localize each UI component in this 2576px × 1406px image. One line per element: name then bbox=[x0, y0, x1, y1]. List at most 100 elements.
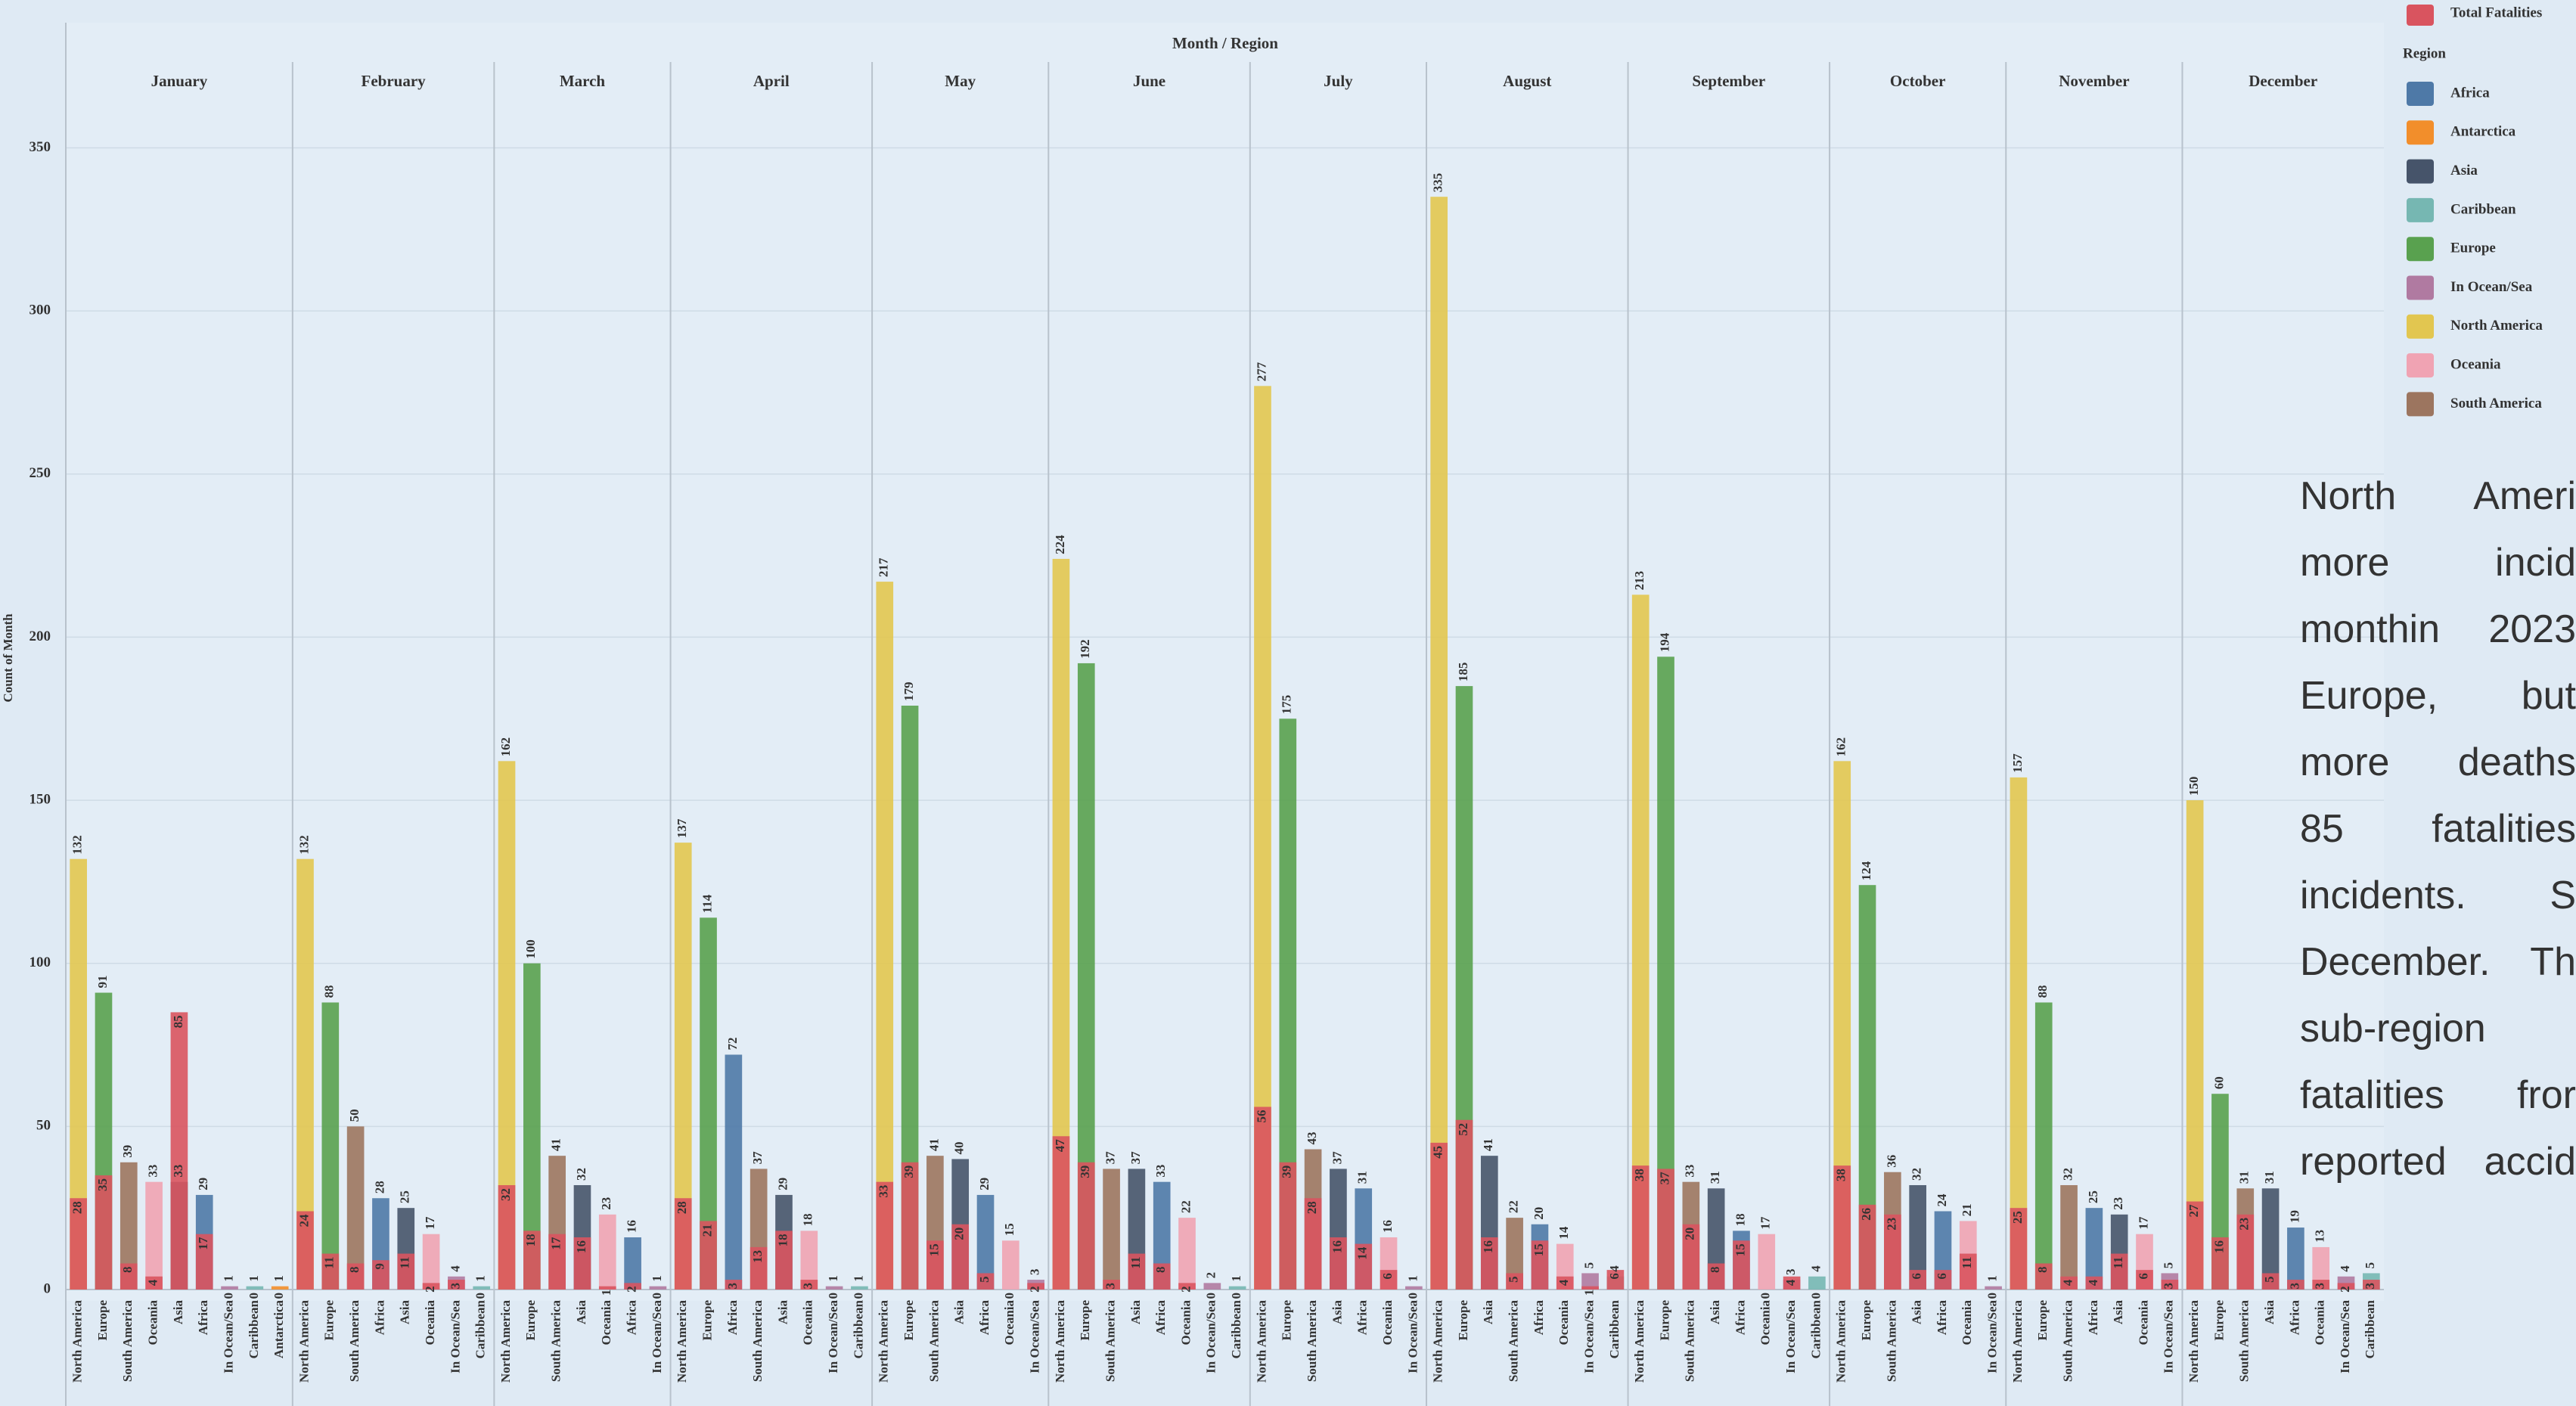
count-label: 16 bbox=[624, 1220, 638, 1233]
fatality-label: 16 bbox=[1330, 1240, 1344, 1253]
fatality-label: 27 bbox=[2186, 1204, 2201, 1218]
x-tick-label: Africa bbox=[2287, 1300, 2301, 1336]
fatality-label: 5 bbox=[1507, 1276, 1521, 1283]
region-bar bbox=[1631, 594, 1650, 1290]
legend-label: Total Fatalities bbox=[2450, 5, 2542, 20]
count-label: 18 bbox=[1733, 1213, 1747, 1226]
y-tick-label: 350 bbox=[29, 139, 51, 155]
y-tick-label: 0 bbox=[44, 1280, 51, 1296]
month-label: January bbox=[151, 72, 208, 90]
month-label: November bbox=[2059, 72, 2129, 90]
count-label: 33 bbox=[146, 1165, 160, 1178]
fatality-label: 1 bbox=[599, 1290, 613, 1296]
count-label: 2 bbox=[1204, 1272, 1218, 1279]
x-tick-label: In Ocean/Sea bbox=[2162, 1300, 2176, 1373]
count-label: 28 bbox=[372, 1181, 386, 1193]
fatality-bar bbox=[624, 1283, 641, 1290]
fatality-label: 16 bbox=[2211, 1240, 2226, 1253]
x-tick-label: Caribbean bbox=[851, 1299, 865, 1358]
fatality-bar bbox=[1556, 1276, 1574, 1290]
count-label: 88 bbox=[2035, 985, 2050, 998]
region-bar bbox=[2261, 1188, 2280, 1290]
count-label: 31 bbox=[1708, 1171, 1722, 1184]
fatality-bar bbox=[195, 1234, 213, 1290]
count-label: 36 bbox=[1884, 1155, 1898, 1168]
text-line: incidents. S bbox=[2300, 874, 2576, 917]
fatality-label: 5 bbox=[977, 1276, 992, 1283]
x-tick-label: Europe bbox=[1078, 1300, 1092, 1341]
x-tick-label: Africa bbox=[1532, 1300, 1546, 1336]
fatality-bar bbox=[372, 1260, 390, 1290]
x-tick-label: Europe bbox=[1657, 1300, 1671, 1341]
region-bar bbox=[2085, 1208, 2103, 1290]
x-tick-label: Europe bbox=[1859, 1300, 1873, 1341]
count-label: 32 bbox=[1910, 1168, 1924, 1181]
fatality-bar bbox=[70, 1198, 87, 1290]
fatality-bar bbox=[1909, 1270, 1926, 1290]
count-label: 100 bbox=[523, 939, 538, 959]
count-label: 23 bbox=[2111, 1197, 2125, 1210]
count-label: 4 bbox=[1607, 1265, 1622, 1272]
y-tick-label: 50 bbox=[36, 1118, 51, 1134]
x-tick-label: South America bbox=[1683, 1300, 1697, 1383]
legend-swatch bbox=[2407, 120, 2434, 145]
count-label: 17 bbox=[423, 1216, 437, 1230]
region-bar bbox=[1103, 1169, 1120, 1290]
region-bar bbox=[825, 1286, 843, 1290]
count-label: 192 bbox=[1078, 639, 1092, 659]
legend-swatch bbox=[2407, 82, 2434, 106]
fatality-label: 8 bbox=[1708, 1266, 1722, 1273]
month-label: February bbox=[362, 72, 427, 90]
x-tick-label: Asia bbox=[1708, 1300, 1722, 1325]
month-label: April bbox=[753, 72, 790, 90]
x-tick-label: Europe bbox=[95, 1300, 110, 1341]
x-tick-label: Africa bbox=[372, 1300, 386, 1336]
y-axis-label: Count of Month bbox=[1, 613, 15, 703]
x-tick-label: Asia bbox=[398, 1300, 412, 1325]
x-tick-label: Caribbean bbox=[1808, 1299, 1823, 1358]
legend-swatch bbox=[2407, 275, 2434, 300]
fatality-label: 39 bbox=[1078, 1165, 1092, 1178]
legend-title: Region bbox=[2403, 45, 2446, 61]
fatality-label: 0 bbox=[1204, 1293, 1218, 1299]
fatality-label: 0 bbox=[1405, 1293, 1420, 1299]
fatality-bar bbox=[926, 1240, 944, 1290]
fatality-bar bbox=[1506, 1273, 1523, 1290]
legend-label: Oceania bbox=[2450, 356, 2501, 372]
legend-swatch bbox=[2407, 159, 2434, 184]
region-bar bbox=[674, 843, 692, 1290]
fatality-bar bbox=[1304, 1198, 1322, 1290]
count-label: 132 bbox=[296, 835, 311, 855]
fatality-label: 25 bbox=[2010, 1211, 2025, 1224]
fatality-label: 0 bbox=[1229, 1293, 1243, 1299]
count-label: 24 bbox=[1935, 1193, 1949, 1207]
fatality-label: 6 bbox=[2136, 1273, 2150, 1280]
fatality-label: 2 bbox=[624, 1286, 638, 1293]
count-label: 1 bbox=[650, 1275, 664, 1282]
count-label: 17 bbox=[2136, 1216, 2150, 1230]
fatality-label: 8 bbox=[347, 1266, 362, 1273]
fatality-label: 0 bbox=[851, 1293, 865, 1299]
count-label: 162 bbox=[498, 737, 513, 757]
fatality-label: 3 bbox=[1103, 1283, 1117, 1290]
fatality-bar bbox=[397, 1253, 415, 1290]
x-tick-label: Africa bbox=[2086, 1300, 2100, 1336]
region-bar bbox=[1808, 1276, 1826, 1290]
x-tick-label: North America bbox=[2010, 1300, 2025, 1383]
count-label: 41 bbox=[926, 1138, 941, 1151]
x-tick-label: Africa bbox=[1733, 1300, 1747, 1336]
count-label: 29 bbox=[775, 1178, 790, 1190]
count-label: 60 bbox=[2211, 1076, 2226, 1089]
fatality-label: 23 bbox=[2237, 1218, 2252, 1231]
region-bar bbox=[800, 1231, 818, 1290]
chart-title: Month / Region bbox=[1172, 34, 1278, 52]
fatality-bar bbox=[976, 1273, 995, 1290]
count-label: 37 bbox=[1330, 1151, 1344, 1165]
fatality-label: 52 bbox=[1456, 1123, 1470, 1136]
text-line: December. Th bbox=[2300, 940, 2576, 984]
fatality-bar bbox=[2110, 1253, 2128, 1290]
month-label: October bbox=[1890, 72, 1945, 90]
x-tick-label: South America bbox=[1884, 1300, 1898, 1383]
fatality-bar bbox=[2085, 1276, 2103, 1290]
region-bar bbox=[1858, 885, 1876, 1290]
